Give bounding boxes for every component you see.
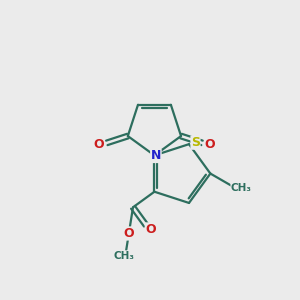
Text: N: N — [151, 149, 161, 163]
Text: O: O — [205, 138, 215, 151]
Text: S: S — [191, 136, 200, 149]
Text: CH₃: CH₃ — [114, 251, 135, 261]
Text: O: O — [94, 138, 104, 151]
Text: CH₃: CH₃ — [231, 182, 252, 193]
Text: O: O — [123, 227, 134, 240]
Text: O: O — [145, 223, 156, 236]
